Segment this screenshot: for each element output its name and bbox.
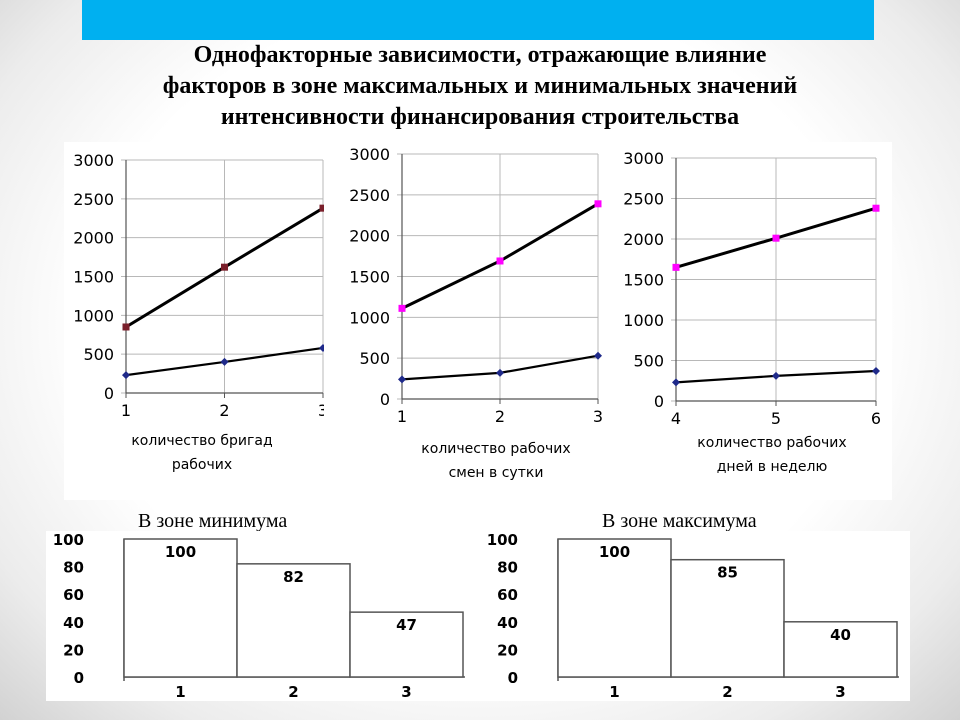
y-tick-label: 100 [53, 531, 84, 549]
y-tick-label: 20 [497, 641, 518, 659]
slide-title: Однофакторные зависимости, отражающие вл… [0, 40, 960, 133]
x-tick-label: 3 [401, 683, 411, 701]
y-tick-label: 1500 [349, 268, 390, 287]
data-point [496, 257, 504, 265]
y-tick-label: 500 [359, 349, 390, 368]
data-point [772, 234, 780, 242]
x-tick-label: 3 [593, 407, 603, 426]
line-chart-workdays: 0 500 1000 1500 2000 2500 3000 4 5 6 количество ра… [623, 149, 881, 475]
y-tick-label: 0 [74, 669, 84, 687]
accent-bar [82, 0, 874, 40]
x-tick-label: 5 [771, 409, 781, 428]
line-chart-brigades: 0 500 1000 1500 2000 2500 3000 1 2 3 количество бр… [73, 151, 324, 473]
x-axis-label: количество рабочих [421, 441, 570, 457]
bar [349, 611, 464, 678]
title-line-3: интенсивности финансирования строительст… [220, 104, 740, 130]
y-tick-label: 60 [63, 586, 84, 604]
data-point [398, 304, 406, 312]
bar [123, 538, 238, 678]
x-tick-label: 3 [318, 401, 324, 420]
x-axis-label: дней в неделю [717, 459, 828, 475]
x-tick-label: 3 [835, 683, 845, 701]
y-tick-label: 2000 [349, 227, 390, 246]
x-axis-label: количество бригад [131, 433, 272, 449]
title-line-1: Однофакторные зависимости, отражающие вл… [193, 42, 767, 68]
y-tick-label: 80 [497, 559, 518, 577]
bar [236, 563, 351, 678]
data-point [122, 371, 130, 380]
y-tick-label: 1500 [623, 271, 664, 290]
bar-value-label: 100 [599, 543, 630, 561]
bar-value-label: 82 [283, 568, 304, 586]
bar-charts-panel: 0 20 40 60 80 100 100 1 82 2 47 3 0 20 40 60 80 100 100 1 8… [46, 531, 910, 701]
y-tick-label: 0 [508, 669, 518, 687]
y-tick-label: 0 [380, 390, 390, 409]
y-tick-label: 1000 [623, 311, 664, 330]
data-point [496, 368, 504, 377]
x-tick-label: 2 [495, 407, 505, 426]
line-chart-shifts: 0 500 1000 1500 2000 2500 3000 1 2 3 количество ра… [349, 145, 603, 481]
x-tick-label: 4 [671, 409, 681, 428]
bar-chart-min-zone: 0 20 40 60 80 100 100 1 82 2 47 3 [53, 531, 465, 701]
data-point [672, 263, 680, 271]
data-point [594, 200, 602, 208]
y-tick-label: 2500 [623, 190, 664, 209]
x-tick-label: 1 [121, 401, 131, 420]
x-axis-label: количество рабочих [697, 435, 846, 451]
y-tick-label: 60 [497, 586, 518, 604]
title-line-2: факторов в зоне максимальных и минимальн… [162, 73, 798, 99]
data-point [221, 263, 228, 271]
bar [557, 538, 672, 678]
data-point [672, 378, 680, 387]
bar [670, 558, 785, 678]
y-tick-label: 0 [654, 392, 664, 411]
bar-chart-max-zone: 0 20 40 60 80 100 100 1 85 2 40 3 [487, 531, 899, 701]
y-tick-label: 500 [633, 352, 664, 371]
y-tick-label: 2500 [349, 186, 390, 205]
y-tick-label: 3000 [623, 149, 664, 168]
x-tick-label: 1 [397, 407, 407, 426]
bar [783, 621, 898, 678]
y-tick-label: 1000 [349, 308, 390, 327]
y-tick-label: 100 [487, 531, 518, 549]
x-tick-label: 2 [722, 683, 732, 701]
bar-value-label: 100 [165, 543, 196, 561]
y-tick-label: 40 [63, 614, 84, 632]
data-point [220, 357, 229, 366]
y-tick-label: 20 [63, 641, 84, 659]
data-point [319, 204, 324, 212]
data-point [772, 371, 780, 380]
y-tick-label: 80 [63, 559, 84, 577]
y-tick-label: 500 [83, 345, 114, 364]
x-tick-label: 1 [175, 683, 185, 701]
x-tick-label: 6 [871, 409, 881, 428]
y-tick-label: 1000 [73, 306, 114, 325]
y-tick-label: 3000 [349, 145, 390, 164]
data-point [122, 323, 130, 331]
data-point [319, 343, 324, 352]
bar-value-label: 47 [396, 616, 417, 634]
data-point [594, 351, 602, 360]
bar-value-label: 40 [830, 626, 851, 644]
bar-value-label: 85 [717, 564, 738, 582]
data-point [398, 375, 406, 384]
y-tick-label: 2000 [73, 229, 114, 248]
x-axis-label: смен в сутки [449, 465, 544, 481]
data-point [872, 367, 880, 376]
y-tick-label: 0 [104, 384, 114, 403]
y-tick-label: 3000 [73, 151, 114, 170]
y-tick-label: 2000 [623, 230, 664, 249]
x-axis-label: рабочих [172, 457, 232, 473]
x-tick-label: 2 [219, 401, 229, 420]
line-charts-panel: 0 500 1000 1500 2000 2500 3000 1 2 3 количество бр… [64, 142, 892, 500]
zone-min-label: В зоне минимума [138, 510, 288, 532]
zone-max-label: В зоне максимума [602, 510, 757, 532]
data-point [872, 204, 880, 212]
y-tick-label: 1500 [73, 268, 114, 287]
y-tick-label: 2500 [73, 190, 114, 209]
y-tick-label: 40 [497, 614, 518, 632]
x-tick-label: 1 [609, 683, 619, 701]
x-tick-label: 2 [288, 683, 298, 701]
